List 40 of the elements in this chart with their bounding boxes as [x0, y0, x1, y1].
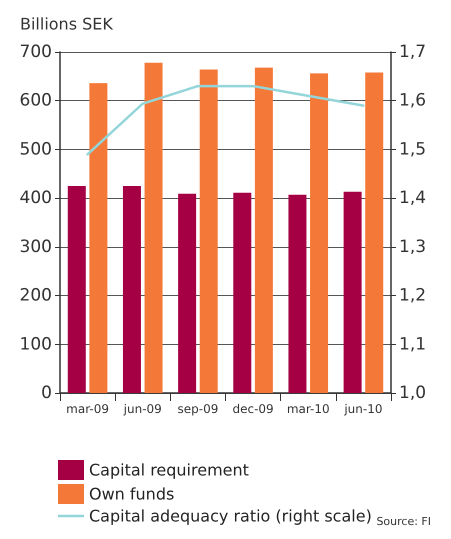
y-tick-label: 700	[20, 42, 52, 62]
y2-tick-label: 1,4	[399, 188, 426, 208]
y-tick-label: 200	[20, 286, 52, 306]
source-note: Source: FI	[376, 515, 432, 528]
bar	[122, 186, 141, 393]
x-tick-label: sep-09	[177, 402, 218, 416]
bar	[344, 192, 362, 393]
x-tick-label: jun-09	[122, 402, 162, 416]
bar	[365, 72, 384, 393]
y-tick-label: 300	[20, 236, 52, 257]
y2-tick-label: 1,3	[399, 236, 426, 257]
y2-tick-label: 1,7	[399, 42, 426, 62]
bar	[89, 83, 108, 393]
bar	[254, 68, 273, 393]
bar	[310, 73, 328, 393]
y-tick-label: 600	[20, 90, 52, 111]
x-tick-label: jun-10	[343, 402, 382, 416]
y2-tick-label: 1,2	[399, 286, 426, 306]
bar	[288, 194, 306, 393]
bar	[233, 192, 252, 393]
y-tick-label: 500	[20, 139, 52, 160]
bar	[144, 62, 163, 393]
y2-tick-label: 1,0	[399, 383, 426, 403]
bar	[200, 70, 218, 393]
legend-label: Capital adequacy ratio (right scale)	[89, 506, 372, 526]
bar	[178, 194, 196, 393]
y2-tick-label: 1,1	[399, 334, 426, 354]
x-tick-label: dec-09	[232, 402, 274, 416]
y2-tick-label: 1,6	[399, 90, 426, 111]
y-tick-label: 100	[20, 334, 52, 354]
y2-tick-label: 1,5	[399, 139, 426, 160]
legend-label: Capital requirement	[89, 460, 249, 480]
y-tick-label: 0	[41, 383, 52, 403]
line-series	[86, 84, 365, 156]
bar	[68, 186, 86, 393]
y-tick-label: 400	[20, 188, 52, 208]
y-axis-title: Billions SEK	[20, 14, 114, 34]
legend-label: Own funds	[89, 484, 174, 504]
x-tick-label: mar-10	[286, 402, 330, 416]
x-tick-label: mar-09	[66, 402, 109, 416]
